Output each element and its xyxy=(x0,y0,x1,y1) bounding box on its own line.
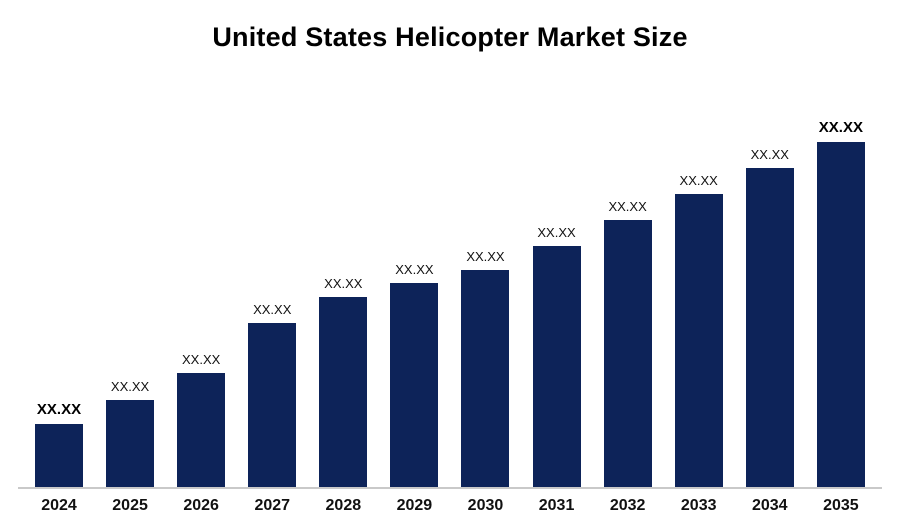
x-axis-tick-label: 2026 xyxy=(183,497,219,514)
bar xyxy=(319,297,368,487)
x-axis-tick-label: 2034 xyxy=(751,497,788,514)
bar xyxy=(532,246,581,487)
bar xyxy=(674,194,723,487)
bar-column: XX.XX xyxy=(308,276,378,487)
x-axis-tick-label: 2032 xyxy=(609,497,646,514)
x-axis-tick-label: 2033 xyxy=(680,497,717,514)
bar-value-label: XX.XX xyxy=(537,225,576,240)
bar-value-label: XX.XX xyxy=(679,173,718,188)
x-axis-tick-label: 2035 xyxy=(823,497,859,514)
bar-column: XX.XX xyxy=(237,302,307,487)
bar-column: XX.XX xyxy=(450,249,520,487)
bar-column: XX.XX xyxy=(664,173,734,487)
bar-value-label: XX.XX xyxy=(466,249,505,264)
x-axis-tick-label: 2031 xyxy=(538,497,575,514)
bar-value-label: XX.XX xyxy=(253,302,292,317)
bar xyxy=(816,142,865,487)
bar-value-label: XX.XX xyxy=(110,379,150,394)
bar xyxy=(177,373,226,487)
x-axis-tick-label: 2028 xyxy=(325,497,362,514)
bar-column: XX.XX xyxy=(166,352,236,487)
bar-column: XX.XX xyxy=(24,401,94,487)
bar-column: XX.XX xyxy=(379,262,449,487)
x-axis-labels: 2024 2025 2026 2027 2028 2029 2030 2031 2032 2033… xyxy=(18,489,882,515)
bar-column: XX.XX xyxy=(522,225,592,487)
bar xyxy=(461,270,510,487)
bar-value-label: XX.XX xyxy=(818,119,863,136)
x-axis-tick-label: 2024 xyxy=(41,497,77,514)
bar-value-label: XX.XX xyxy=(182,352,221,367)
bar xyxy=(390,283,439,487)
bar-value-label: XX.XX xyxy=(608,199,647,214)
chart-title: United States Helicopter Market Size xyxy=(212,22,688,52)
bar xyxy=(603,220,652,487)
plot-area: XX.XX XX.XX XX.XX XX.XX XX.XX XX.XX XX.XX XX.XX… xyxy=(18,53,882,489)
bar xyxy=(35,424,83,487)
x-axis-tick-label: 2027 xyxy=(254,497,291,514)
bar xyxy=(248,323,297,487)
bar-column: XX.XX xyxy=(593,199,663,487)
bar-value-label: XX.XX xyxy=(36,401,82,418)
bar-column: XX.XX xyxy=(95,379,165,487)
x-axis-tick-label: 2025 xyxy=(112,497,148,514)
bar-column: XX.XX xyxy=(806,119,876,487)
bar-value-label: XX.XX xyxy=(395,262,434,277)
bar-value-label: XX.XX xyxy=(324,276,363,291)
bar-column: XX.XX xyxy=(735,147,805,487)
bar xyxy=(106,400,155,487)
bar xyxy=(745,168,794,487)
bar-value-label: XX.XX xyxy=(750,147,789,162)
x-axis-tick-label: 2029 xyxy=(396,497,433,514)
x-axis-tick-label: 2030 xyxy=(467,497,504,514)
